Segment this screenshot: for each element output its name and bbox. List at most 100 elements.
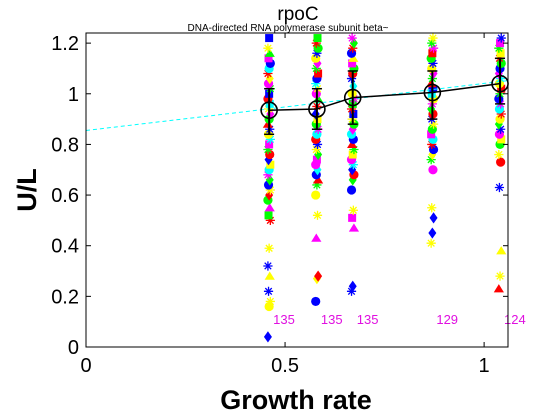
x-axis-label: Growth rate (220, 385, 372, 415)
chart-title: rpoC (277, 4, 318, 25)
data-point (263, 331, 272, 343)
data-point (428, 49, 437, 58)
axes-box (85, 32, 509, 348)
data-point (496, 33, 506, 43)
data-point (495, 271, 505, 281)
data-point (494, 67, 503, 80)
data-point (348, 53, 359, 62)
data-point (263, 170, 273, 180)
data-point (311, 190, 321, 200)
y-tick-label: 0.6 (51, 185, 79, 207)
data-point (312, 210, 323, 220)
y-tick-label: 0.8 (51, 134, 79, 156)
data-point (314, 270, 323, 282)
data-point (263, 68, 273, 79)
data-point (429, 67, 438, 80)
data-point (426, 155, 436, 165)
data-point (348, 150, 357, 159)
data-point (264, 203, 275, 212)
data-point (264, 211, 273, 220)
mean-marker (308, 100, 326, 118)
data-point (497, 84, 506, 93)
data-point (349, 144, 359, 155)
chart-subtitle: DNA-directed RNA polymerase subunit beta… (188, 23, 389, 34)
data-point (348, 160, 358, 170)
data-point (346, 104, 357, 114)
data-point (311, 63, 321, 74)
mean-marker (343, 88, 362, 107)
data-point (347, 139, 358, 149)
data-point (311, 108, 320, 120)
sample-count-label: 135 (357, 312, 379, 327)
data-point (428, 119, 439, 129)
data-point (428, 43, 439, 53)
data-point (428, 58, 438, 68)
data-point (266, 160, 275, 169)
data-point (264, 54, 273, 63)
data-point (348, 59, 357, 68)
plot-area: 135 135 135 129 124 (86, 33, 526, 343)
data-point (428, 165, 438, 175)
x-tick-label: 1 (479, 355, 490, 377)
y-tick-label: 0.2 (51, 286, 79, 308)
data-point (313, 175, 324, 184)
y-tick-label: 1 (68, 84, 79, 106)
data-point (265, 140, 274, 149)
fit-line (86, 80, 508, 131)
data-point (314, 69, 323, 78)
data-point (346, 73, 357, 84)
axis-ticks: 0 0.2 0.4 0.6 0.8 1 1.2 0 0.5 1 (51, 32, 509, 377)
data-point (312, 48, 322, 58)
sample-count-label: 129 (436, 312, 458, 327)
data-point (264, 243, 274, 253)
data-point (265, 215, 275, 225)
data-point (265, 134, 275, 144)
data-point (429, 212, 438, 224)
sample-count-label: 124 (504, 312, 526, 327)
data-point (265, 185, 275, 195)
x-tick-label: 0 (80, 355, 91, 377)
data-point (265, 34, 274, 43)
data-point (348, 223, 360, 232)
y-tick-label: 0 (68, 337, 79, 359)
data-point (264, 48, 275, 57)
data-point (496, 246, 507, 255)
data-point (348, 205, 358, 215)
mean-line (269, 82, 501, 111)
data-point (311, 233, 322, 242)
data-point (346, 185, 357, 195)
y-tick-label: 1.2 (51, 33, 79, 55)
y-tick-label: 0.4 (51, 236, 79, 258)
plot-inner (86, 33, 508, 343)
data-point (427, 38, 437, 48)
sample-count-label: 135 (321, 312, 343, 327)
data-point (427, 103, 436, 115)
sample-count-label: 135 (273, 312, 295, 327)
data-point (496, 109, 506, 119)
data-point (347, 33, 357, 43)
data-point (496, 49, 505, 58)
data-point (312, 139, 323, 150)
data-point (265, 296, 275, 307)
data-point (428, 227, 437, 239)
data-point (346, 286, 357, 296)
data-point (348, 43, 358, 53)
data-point (348, 213, 357, 222)
data-point (427, 139, 437, 150)
data-point (497, 135, 506, 144)
data-point (263, 43, 273, 53)
data-point (312, 155, 321, 164)
data-point (494, 43, 504, 53)
data-point (496, 39, 505, 48)
data-point (426, 238, 436, 248)
data-point (311, 144, 321, 155)
data-point (496, 157, 506, 167)
data-point (262, 119, 274, 128)
data-point (263, 144, 273, 155)
x-tick-label: 0.5 (271, 355, 299, 377)
data-point (263, 286, 274, 296)
data-point (312, 180, 322, 190)
data-point (494, 182, 505, 193)
y-axis-label: U/L (12, 168, 42, 212)
